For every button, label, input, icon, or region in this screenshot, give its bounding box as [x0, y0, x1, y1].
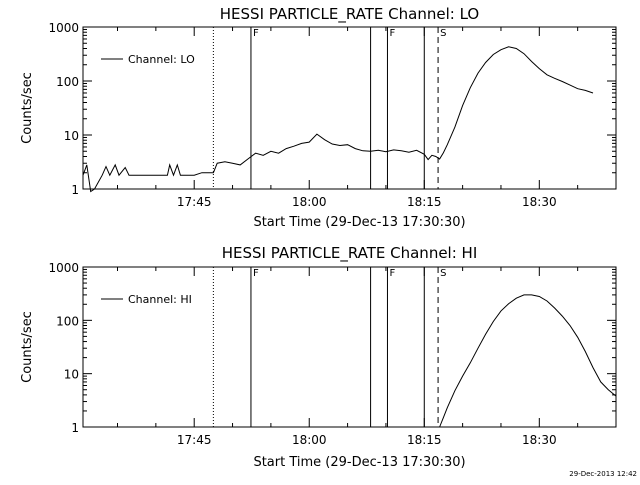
y-tick-label: 10	[64, 129, 79, 143]
y-axis-label: Counts/sec	[20, 311, 35, 383]
event-marker-label: F	[389, 28, 395, 39]
event-marker-label: F	[389, 268, 395, 279]
plot-timestamp: 29-Dec-2013 12:42	[569, 470, 637, 478]
chart-title: HESSI PARTICLE_RATE Channel: HI	[222, 244, 478, 263]
x-tick-label: 18:30	[522, 195, 557, 209]
legend-label: Channel: HI	[128, 293, 192, 306]
event-marker-label: S	[440, 268, 446, 279]
y-tick-label: 100	[56, 314, 79, 328]
chart-title: HESSI PARTICLE_RATE Channel: LO	[220, 5, 479, 24]
x-tick-label: 18:15	[407, 195, 442, 209]
x-tick-label: 17:45	[177, 433, 212, 447]
x-tick-label: 18:15	[407, 433, 442, 447]
event-marker-label: S	[440, 28, 446, 39]
y-tick-label: 10	[64, 368, 79, 382]
panel-lo: HESSI PARTICLE_RATE Channel: LO Counts/se…	[20, 5, 617, 230]
x-axis-label: Start Time (29-Dec-13 17:30:30)	[253, 215, 465, 230]
y-tick-label: 1000	[48, 261, 79, 275]
event-marker-label: F	[253, 268, 259, 279]
legend-label: Channel: LO	[128, 53, 195, 66]
event-marker-label: F	[253, 28, 259, 39]
y-axis-label: Counts/sec	[20, 72, 35, 144]
x-tick-label: 17:45	[177, 195, 212, 209]
x-tick-label: 18:00	[292, 195, 327, 209]
y-tick-label: 100	[56, 75, 79, 89]
y-tick-label: 1	[71, 421, 79, 435]
plot-frame	[82, 266, 617, 428]
x-tick-label: 18:00	[292, 433, 327, 447]
series-line	[439, 294, 617, 428]
y-tick-label: 1000	[48, 21, 79, 35]
series-line	[82, 46, 594, 193]
panel-hi: HESSI PARTICLE_RATE Channel: HI Counts/se…	[20, 244, 617, 470]
x-axis-label: Start Time (29-Dec-13 17:30:30)	[253, 455, 465, 470]
x-tick-label: 18:30	[522, 433, 557, 447]
y-tick-label: 1	[71, 183, 79, 197]
plot-frame	[82, 26, 617, 190]
